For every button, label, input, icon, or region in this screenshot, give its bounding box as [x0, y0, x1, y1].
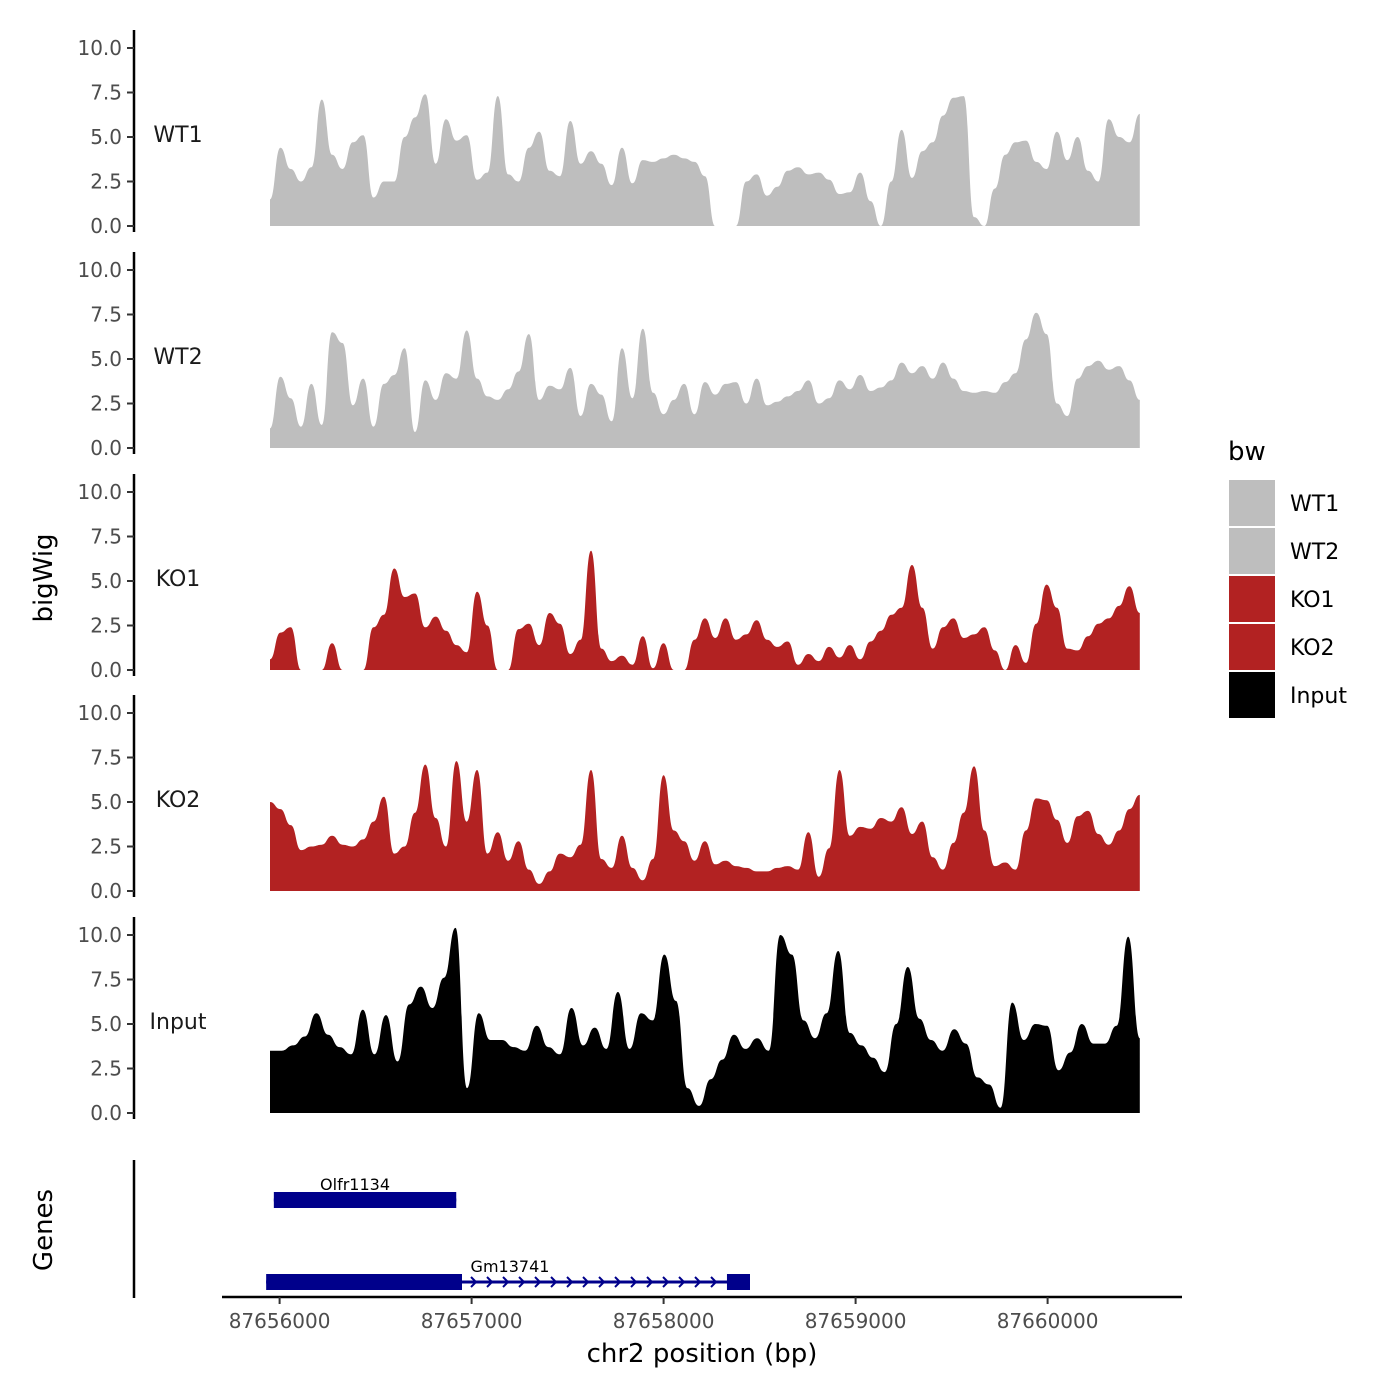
y-tick-label: 7.5 [90, 746, 122, 770]
x-tick-label: 87659000 [805, 1309, 907, 1333]
signal-area-input [270, 927, 1140, 1113]
track-wt2: 0.0 2.5 5.0 7.5 10.0 WT2 [77, 252, 1140, 460]
strand-arrow [550, 1276, 558, 1288]
x-tick-label: 87657000 [421, 1309, 523, 1333]
strand-arrow [518, 1276, 526, 1288]
y-tick-label: 10.0 [77, 701, 122, 725]
signal-area-ko2 [270, 761, 1140, 891]
signal-tracks: 0.02.55.07.510.0WT10.02.55.07.510.0WT20.… [77, 30, 1140, 1125]
track-label-wt2: WT2 [153, 345, 202, 370]
track-label-input: Input [150, 1010, 207, 1035]
y-tick-label: 2.5 [90, 170, 122, 194]
track-input: 0.0 2.5 5.0 7.5 10.0 Input [77, 917, 1140, 1125]
track-wt1: 0.0 2.5 5.0 7.5 10.0 WT1 [77, 30, 1140, 238]
legend-swatch-wt2 [1229, 528, 1275, 574]
strand-arrow [598, 1276, 606, 1288]
y-tick-label: 2.5 [90, 614, 122, 638]
legend-label-wt1: WT1 [1290, 492, 1339, 517]
track-label-ko2: KO2 [156, 788, 201, 813]
y-tick-label: 5.0 [90, 1012, 122, 1036]
strand-arrow [710, 1276, 718, 1288]
track-ko1: 0.0 2.5 5.0 7.5 10.0 KO1 [77, 474, 1140, 682]
y-tick-label: 5.0 [90, 569, 122, 593]
genes-axis-title: Genes [29, 1189, 59, 1271]
legend: bw WT1 WT2 KO1 KO2 Input [1228, 437, 1347, 718]
strand-arrow [470, 1276, 478, 1288]
legend-label-ko2: KO2 [1290, 636, 1335, 661]
y-tick-label: 0.0 [90, 658, 122, 682]
strand-arrow [582, 1276, 590, 1288]
legend-title: bw [1228, 437, 1266, 467]
y-tick-label: 5.0 [90, 790, 122, 814]
gene-exon [273, 1192, 457, 1208]
strand-arrow [534, 1276, 542, 1288]
strand-arrow [646, 1276, 654, 1288]
y-tick-label: 2.5 [90, 392, 122, 416]
y-tick-label: 5.0 [90, 347, 122, 371]
signal-area-wt2 [270, 312, 1140, 448]
y-tick-label: 0.0 [90, 879, 122, 903]
y-tick-label: 2.5 [90, 1057, 122, 1081]
strand-arrow [678, 1276, 686, 1288]
signal-area-ko1 [270, 550, 1140, 670]
gene-exon [266, 1274, 462, 1290]
y-tick-label: 10.0 [77, 923, 122, 947]
strand-arrow [502, 1276, 510, 1288]
y-tick-label: 0.0 [90, 1101, 122, 1125]
strand-arrow [630, 1276, 638, 1288]
y-axis-title: bigWig [29, 533, 59, 622]
x-axis-title: chr2 position (bp) [587, 1339, 818, 1369]
strand-arrow [566, 1276, 574, 1288]
gene-exon [726, 1274, 750, 1290]
track-ko2: 0.0 2.5 5.0 7.5 10.0 KO2 [77, 695, 1140, 903]
y-tick-label: 10.0 [77, 258, 122, 282]
gene-label: Gm13741 [471, 1257, 550, 1276]
y-tick-label: 10.0 [77, 480, 122, 504]
legend-label-input: Input [1290, 684, 1347, 709]
x-tick-label: 87656000 [229, 1309, 331, 1333]
x-tick-label: 87658000 [613, 1309, 715, 1333]
legend-swatch-ko2 [1229, 624, 1275, 670]
strand-arrow [486, 1276, 494, 1288]
track-label-ko1: KO1 [156, 567, 201, 592]
legend-label-ko1: KO1 [1290, 588, 1335, 613]
legend-swatch-input [1229, 672, 1275, 718]
gene-track: Olfr1134 Gm13741 [132, 1160, 750, 1298]
y-tick-label: 7.5 [90, 968, 122, 992]
y-tick-label: 5.0 [90, 125, 122, 149]
gene-gm13741: Gm13741 [266, 1257, 750, 1290]
legend-swatch-ko1 [1229, 576, 1275, 622]
x-tick-label: 87660000 [997, 1309, 1099, 1333]
y-tick-label: 7.5 [90, 303, 122, 327]
signal-area-wt1 [270, 94, 1140, 226]
strand-arrow [694, 1276, 702, 1288]
x-axis: 87656000 87657000 87658000 87659000 87660000 [222, 1295, 1182, 1333]
track-label-wt1: WT1 [153, 123, 202, 148]
y-tick-label: 0.0 [90, 214, 122, 238]
legend-label-wt2: WT2 [1290, 540, 1339, 565]
y-tick-label: 2.5 [90, 835, 122, 859]
strand-arrow [614, 1276, 622, 1288]
y-tick-label: 0.0 [90, 436, 122, 460]
gene-olfr1134: Olfr1134 [273, 1175, 457, 1208]
y-tick-label: 7.5 [90, 81, 122, 105]
y-tick-label: 7.5 [90, 525, 122, 549]
legend-swatch-wt1 [1229, 480, 1275, 526]
y-tick-label: 10.0 [77, 36, 122, 60]
gene-label: Olfr1134 [320, 1175, 390, 1194]
strand-arrow [662, 1276, 670, 1288]
